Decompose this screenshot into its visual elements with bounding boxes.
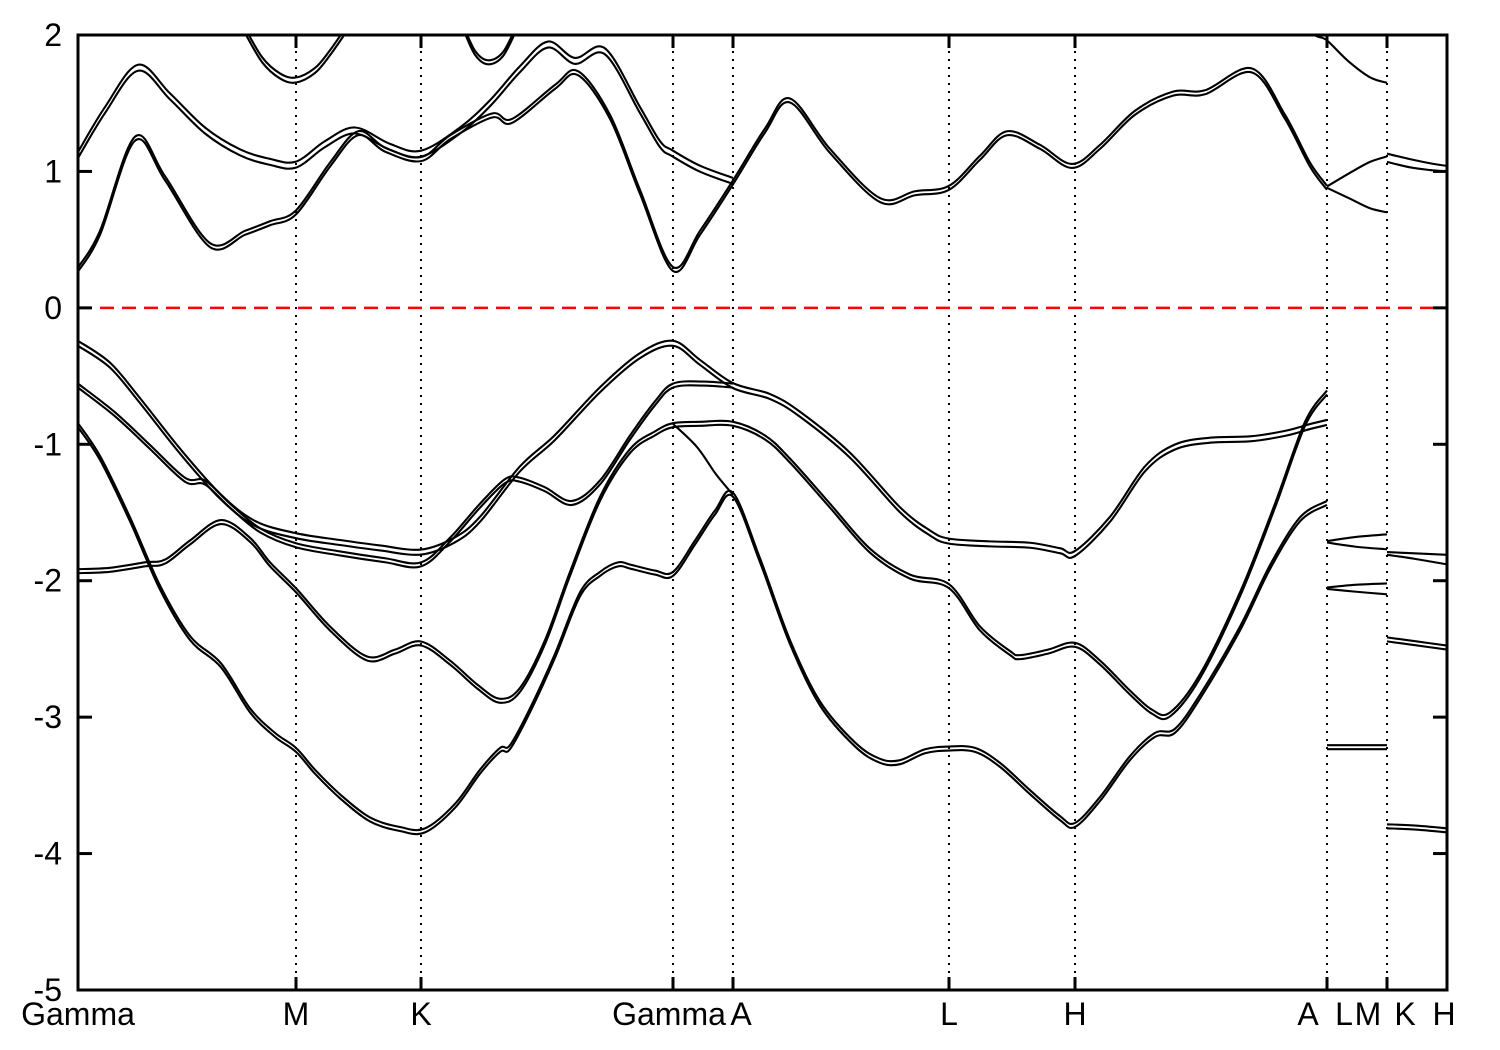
band-curve-val-LM-1b <box>1326 541 1388 551</box>
band-curve-val-LM-2b <box>1326 587 1388 596</box>
band-curve-val-GA-connector <box>672 423 734 496</box>
x-tick-label: M <box>283 996 310 1032</box>
x-tick-label: H <box>1432 996 1455 1032</box>
band-curve-val-KH-2 <box>1386 636 1447 647</box>
y-tick-label: 0 <box>44 290 62 326</box>
x-tick-label: L <box>940 996 958 1032</box>
x-tick-label: L <box>1335 996 1353 1032</box>
x-tick-label: H <box>1063 996 1086 1032</box>
band-curve-cond-C1-main <box>78 67 1328 270</box>
x-tick-label: M <box>1355 996 1382 1032</box>
band-curve-val-KH-2 <box>1386 640 1447 651</box>
band-curve-cond-C3-dip-at-M <box>244 35 346 84</box>
band-curve-cond-C1-main <box>78 71 1328 274</box>
band-curve-val-LM-1a <box>1326 533 1388 543</box>
band-curve-val-P3-deep <box>78 422 1328 832</box>
band-curve-cond-LM-upper <box>1326 155 1388 188</box>
band-curve-cond-C4-dip-mid <box>466 35 514 62</box>
y-tick-label: -1 <box>34 426 62 462</box>
band-curve-cond-C4-dip-mid <box>464 35 516 66</box>
y-tick-label: -5 <box>34 972 62 1008</box>
band-curve-val-P4-mid <box>78 389 1328 717</box>
band-curve-val-KH-3 <box>1386 823 1447 830</box>
band-curve-cond-C2-thin-pair <box>78 40 734 179</box>
y-tick-label: -4 <box>34 836 62 872</box>
y-tick-label: -3 <box>34 699 62 735</box>
band-curve-cond-LM-lower <box>1326 186 1388 214</box>
band-curve-val-KH-3 <box>1386 827 1447 834</box>
x-tick-label: Gamma <box>612 996 726 1032</box>
band-curve-val-KH-1b <box>1386 553 1447 566</box>
band-curve-val-P1-top <box>78 344 1328 559</box>
band-curve-val-LM-2a <box>1326 582 1388 589</box>
band-curve-val-P2-thick <box>78 384 734 569</box>
plot-frame <box>76 33 1449 992</box>
band-curve-cond-C2-thin-pair <box>78 46 734 185</box>
band-curve-cond-KH-upper <box>1386 152 1447 168</box>
x-tick-label: Gamma <box>21 996 135 1032</box>
band-curve-val-P2-thick <box>78 380 734 565</box>
x-tick-label: K <box>410 996 431 1032</box>
y-tick-label: 2 <box>44 17 62 53</box>
x-tick-label: A <box>1297 996 1319 1032</box>
y-tick-label: 1 <box>44 153 62 189</box>
band-curve-cond-C3-dip-at-M <box>247 35 343 79</box>
band-curve-val-P3-deep <box>78 426 1328 836</box>
x-tick-label: A <box>730 996 752 1032</box>
x-tick-label: K <box>1394 996 1415 1032</box>
y-tick-label: -2 <box>34 563 62 599</box>
band-curve-val-KH-1a <box>1386 551 1447 556</box>
